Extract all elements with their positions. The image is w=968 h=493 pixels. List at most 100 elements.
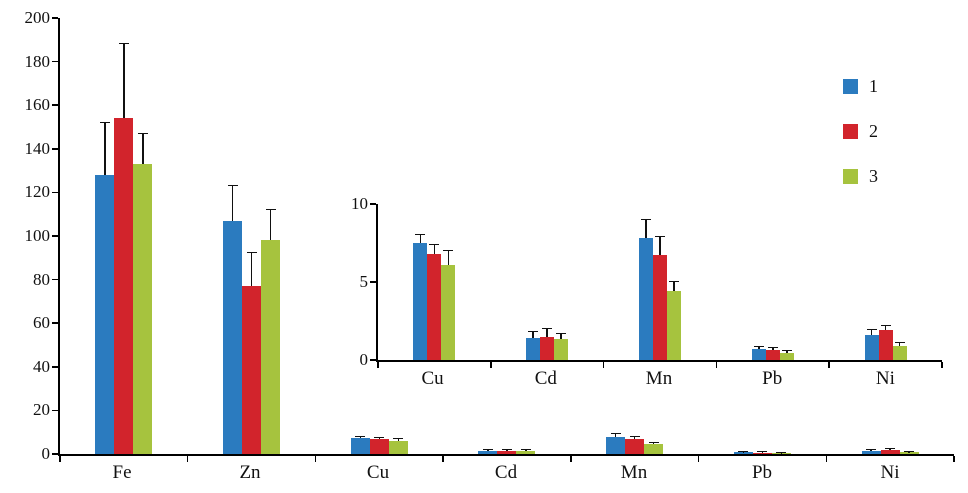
error-bar-line <box>546 328 548 337</box>
x-tick-mark <box>59 456 61 462</box>
error-bar-line <box>645 219 647 239</box>
x-tick-label: Mn <box>620 462 648 483</box>
legend: 1 2 3 <box>843 76 878 211</box>
bar-cd-series3 <box>516 449 536 454</box>
y-tick-label: 100 <box>24 226 51 245</box>
bar-cu-series1 <box>350 435 370 454</box>
bar-ni-series3 <box>899 450 919 454</box>
error-bar <box>894 341 905 346</box>
y-tick-mark <box>52 235 58 237</box>
error-bar <box>393 437 404 441</box>
bar-group-cu <box>378 234 491 360</box>
y-tick-mark <box>52 453 58 455</box>
y-tick-label: 0 <box>359 350 369 369</box>
y-tick-mark <box>370 359 376 361</box>
bar-fe-series1 <box>95 121 115 454</box>
x-tick-mark <box>442 456 444 462</box>
bar-pb-series3 <box>771 451 791 454</box>
legend-item-2: 2 <box>843 121 878 142</box>
x-tick-label: Pb <box>751 462 773 483</box>
y-tick-label: 40 <box>33 356 50 376</box>
y-tick-label: 160 <box>24 95 51 115</box>
main-bar-chart: 0 20 40 60 80 100 120 140 160 180 200 Fe Zn Cu Cd Mn Pb… <box>8 8 960 486</box>
bar-cu-series2 <box>427 243 442 360</box>
bar-cu-series2 <box>369 436 389 454</box>
error-bar <box>610 433 621 437</box>
bar-cd-series2 <box>540 327 555 360</box>
bar-group-fe <box>60 43 188 454</box>
legend-swatch-series2 <box>843 124 858 139</box>
bar-pb-series2 <box>752 451 772 454</box>
bar-mn-series1 <box>606 433 626 454</box>
error-bar-line <box>123 44 125 119</box>
bar-mn-series2 <box>652 235 667 360</box>
x-tick-mark <box>953 456 955 462</box>
bar-group-pb <box>699 451 827 454</box>
bar-mn-series3 <box>666 281 681 360</box>
x-tick-mark <box>941 362 943 368</box>
error-bar <box>885 448 896 450</box>
error-bar <box>118 43 129 119</box>
bar-cu-series1 <box>413 234 428 360</box>
y-tick-label: 0 <box>41 444 51 463</box>
bar-ni-series2 <box>878 324 893 360</box>
legend-label-series1: 1 <box>869 76 878 96</box>
x-tick-label: Ni <box>875 368 895 389</box>
x-tick-mark <box>314 456 317 462</box>
error-bar <box>415 234 426 243</box>
error-bar <box>528 330 539 339</box>
bar-cu-series3 <box>388 437 408 454</box>
error-bar-line <box>487 450 489 451</box>
y-tick-mark <box>52 191 58 194</box>
error-bar <box>501 448 512 451</box>
y-tick-mark <box>52 60 58 63</box>
y-tick-mark <box>52 17 58 19</box>
error-bar-line <box>506 449 508 451</box>
x-tick-mark <box>377 362 379 368</box>
error-bar <box>767 346 778 350</box>
error-bar-line <box>269 209 272 241</box>
y-tick-mark <box>52 278 58 281</box>
y-tick-label: 60 <box>33 313 50 333</box>
x-tick-mark <box>602 362 605 368</box>
error-bar <box>265 208 276 241</box>
legend-item-1: 1 <box>843 76 878 97</box>
error-bar <box>556 333 567 339</box>
error-bar-line <box>419 235 422 243</box>
bar-group-cu <box>315 435 443 454</box>
error-bar <box>629 435 640 440</box>
legend-swatch-series1 <box>843 79 858 94</box>
error-bar-line <box>560 334 562 339</box>
legend-item-3: 3 <box>843 166 878 187</box>
bar-group-cd <box>443 448 571 454</box>
bar-cd-series1 <box>478 449 498 454</box>
x-tick-label: Mn <box>645 368 673 389</box>
error-bar-line <box>359 436 362 438</box>
error-bar-line <box>884 325 887 331</box>
bar-mn-series1 <box>638 218 653 360</box>
error-bar-line <box>231 185 234 221</box>
bar-zn-series1 <box>223 184 243 454</box>
y-tick-mark <box>370 203 376 205</box>
legend-label-series3: 3 <box>869 166 878 186</box>
bar-ni-series1 <box>864 329 879 360</box>
error-bar-line <box>447 250 450 265</box>
error-bar-line <box>250 253 253 287</box>
error-bar <box>374 436 385 440</box>
error-bar-line <box>378 437 381 440</box>
legend-label-series2: 2 <box>869 121 878 141</box>
error-bar <box>781 350 792 353</box>
bar-pb-series3 <box>779 350 794 360</box>
inset-bar-chart: 0 5 10 Cu Cd Mn Pb Ni <box>330 194 946 392</box>
bar-cd-series1 <box>526 330 541 360</box>
bar-zn-series2 <box>242 252 262 454</box>
y-tick-mark <box>370 281 376 283</box>
bar-pb-series1 <box>751 345 766 360</box>
error-bar <box>753 345 764 350</box>
inset-y-axis-labels: 0 5 10 <box>330 194 369 392</box>
x-tick-label: Zn <box>239 462 261 483</box>
error-bar-line <box>889 449 891 450</box>
bar-cd-series2 <box>497 448 517 454</box>
error-bar <box>520 449 531 452</box>
y-tick-mark <box>52 366 58 368</box>
